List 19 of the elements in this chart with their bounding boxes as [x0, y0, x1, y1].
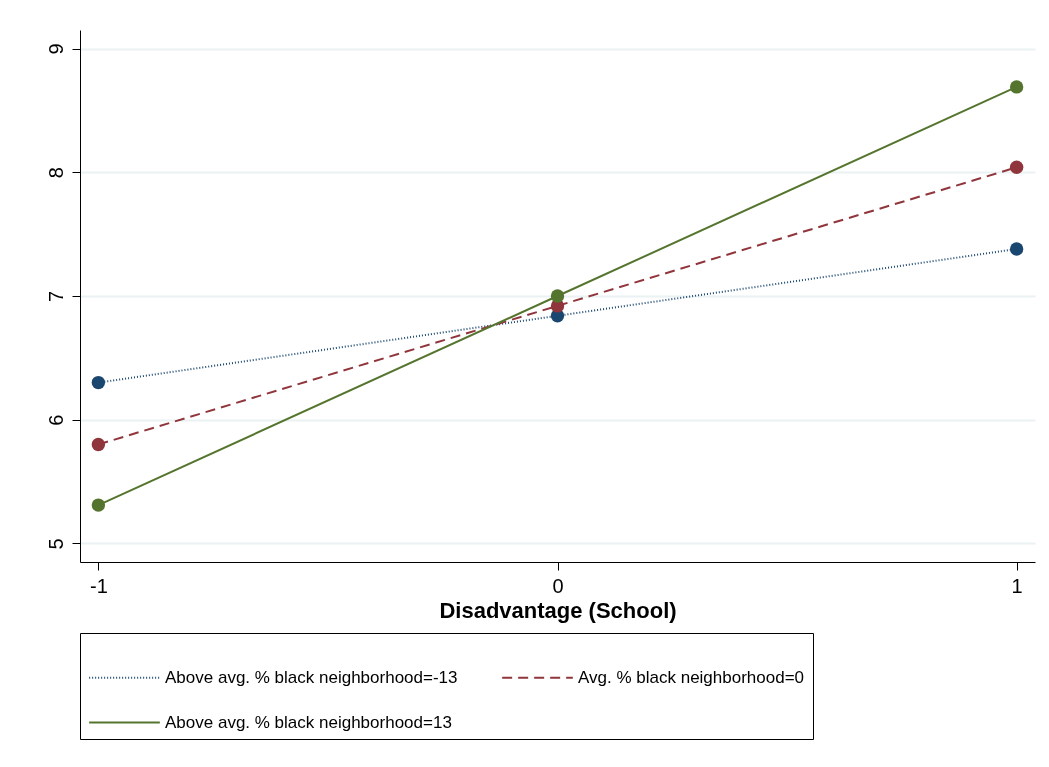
y-tick-label: 5	[44, 538, 67, 550]
x-tick-label: 1	[1011, 574, 1023, 597]
legend-label: Above avg. % black neighborhood=13	[165, 712, 452, 732]
point	[550, 289, 565, 303]
y-tick-label: 7	[44, 290, 67, 303]
legend-label: Avg. % black neighborhood=0	[578, 667, 805, 687]
y-tick-label: 6	[44, 414, 67, 426]
point	[91, 375, 106, 390]
point	[1009, 160, 1024, 175]
y-tick-label: 9	[44, 43, 67, 55]
x-tick-label: -1	[89, 574, 108, 597]
x-axis-title: Disadvantage (School)	[439, 597, 677, 623]
legend-label: Above avg. % black neighborhood=-13	[165, 667, 458, 687]
point	[1009, 80, 1024, 94]
point	[1009, 242, 1024, 256]
point	[91, 437, 106, 452]
x-tick-label: 0	[552, 574, 564, 597]
y-tick-label: 8	[44, 167, 67, 179]
point	[91, 498, 106, 512]
